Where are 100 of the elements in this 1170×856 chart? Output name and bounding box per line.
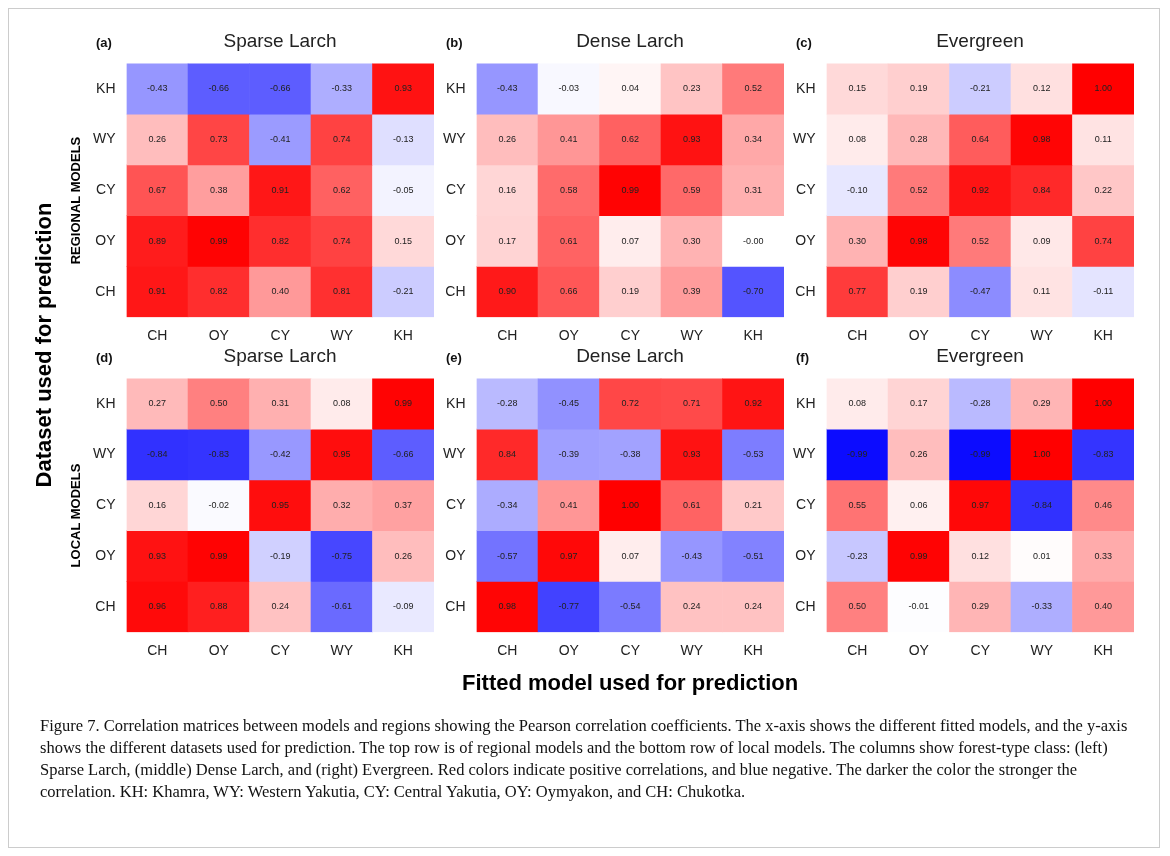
y-tick-label: KH: [796, 79, 816, 96]
y-tick-label: CY: [96, 181, 117, 198]
x-tick-label: KH: [743, 327, 763, 344]
data-label: -0.43: [147, 83, 168, 94]
data-label: -0.57: [497, 550, 518, 561]
data-label: 0.97: [560, 550, 578, 561]
x-tick-label: OY: [208, 327, 230, 344]
data-label: 0.84: [498, 449, 517, 460]
text: (b): [446, 35, 463, 50]
y-tick-label: KH: [446, 394, 466, 411]
data-label: -0.70: [743, 286, 764, 297]
x-tick-label: CY: [620, 327, 641, 344]
data-label: -0.99: [847, 449, 868, 460]
data-label: 0.98: [498, 601, 517, 612]
data-label: 0.06: [910, 499, 928, 510]
text: (e): [446, 350, 462, 365]
data-label: -0.77: [558, 601, 580, 612]
data-label: 0.61: [560, 235, 578, 246]
data-label: -0.05: [393, 184, 414, 195]
x-tick-label: OY: [558, 327, 580, 344]
data-label: 0.29: [971, 601, 990, 612]
data-label: 0.50: [848, 601, 867, 612]
text: Dataset used for prediction: [30, 202, 57, 488]
data-label: 0.99: [210, 550, 228, 561]
data-label: 0.59: [683, 184, 701, 195]
data-label: 0.95: [333, 449, 351, 460]
text: (a): [96, 35, 112, 50]
y-tick-label: OY: [795, 546, 817, 563]
y-tick-label: CH: [795, 597, 816, 614]
data-label: 0.91: [271, 184, 290, 195]
data-label: 0.09: [1033, 235, 1051, 246]
data-label: 0.37: [394, 499, 413, 510]
data-label: 0.16: [498, 184, 517, 195]
x-tick-label: KH: [1093, 327, 1113, 344]
data-label: 0.66: [560, 286, 578, 297]
data-label: 1.00: [621, 499, 640, 510]
data-label: 0.19: [621, 286, 640, 297]
y-tick-label: WY: [442, 445, 467, 462]
y-tick-label: CH: [445, 597, 466, 614]
data-label: -0.09: [393, 601, 414, 612]
y-tick-label: CH: [95, 597, 116, 614]
data-label: -0.33: [1031, 601, 1053, 612]
data-label: 0.74: [333, 235, 351, 246]
chart-title: Evergreen: [935, 345, 1025, 367]
x-tick-label: CH: [497, 327, 518, 344]
y-axis-title: REGIONAL MODELS: [68, 136, 84, 264]
x-tick-label: OY: [908, 642, 930, 659]
data-label: 0.98: [1033, 134, 1051, 145]
x-tick-label: OY: [208, 642, 230, 659]
data-label: 0.74: [333, 134, 351, 145]
data-label: -0.84: [1031, 499, 1053, 510]
data-label: 0.52: [910, 184, 928, 195]
x-tick-label: KH: [1093, 642, 1113, 659]
data-label: 0.22: [1094, 184, 1113, 195]
y-tick-label: CY: [446, 496, 467, 513]
x-tick-label: CY: [970, 642, 991, 659]
x-tick-label: CH: [847, 327, 868, 344]
data-label: -0.03: [558, 83, 580, 94]
data-label: 0.40: [271, 286, 290, 297]
data-label: 0.99: [621, 184, 640, 195]
data-label: 0.30: [848, 235, 867, 246]
data-label: 0.30: [683, 235, 701, 246]
data-label: 0.93: [394, 83, 413, 94]
x-tick-label: CH: [147, 642, 168, 659]
data-label: 1.00: [1033, 449, 1051, 460]
data-label: 0.12: [1033, 83, 1051, 94]
text: (f): [796, 350, 809, 365]
data-label: -0.99: [970, 449, 991, 460]
data-label: 0.24: [271, 601, 290, 612]
y-tick-label: WY: [442, 130, 467, 147]
data-label: 0.21: [744, 499, 763, 510]
data-label: 0.82: [210, 286, 228, 297]
data-label: 0.16: [148, 499, 167, 510]
x-tick-label: CY: [620, 642, 641, 659]
y-tick-label: WY: [92, 445, 117, 462]
data-label: -0.01: [908, 601, 930, 612]
data-label: 0.17: [910, 398, 928, 409]
data-label: 0.26: [148, 134, 167, 145]
data-label: 0.39: [683, 286, 701, 297]
y-tick-label: CH: [795, 282, 816, 299]
data-label: 0.95: [271, 499, 290, 510]
data-label: -0.47: [970, 286, 991, 297]
data-label: 0.15: [848, 83, 867, 94]
data-label: -0.43: [497, 83, 518, 94]
data-label: 0.62: [621, 134, 640, 145]
data-label: 0.26: [498, 134, 517, 145]
data-label: 0.08: [333, 398, 351, 409]
data-label: 0.46: [1094, 499, 1113, 510]
data-label: 0.88: [210, 601, 228, 612]
data-label: 0.01: [1033, 550, 1051, 561]
text: (c): [796, 35, 812, 50]
x-axis-title: Fitted model used for prediction: [462, 670, 799, 696]
data-label: 0.17: [498, 235, 517, 246]
x-tick-label: CY: [270, 642, 291, 659]
data-label: 0.32: [333, 499, 351, 510]
data-label: 0.15: [394, 235, 413, 246]
x-tick-label: CH: [497, 642, 518, 659]
y-tick-label: CY: [796, 496, 817, 513]
data-label: -0.45: [558, 398, 580, 409]
x-tick-label: WY: [1030, 642, 1054, 659]
